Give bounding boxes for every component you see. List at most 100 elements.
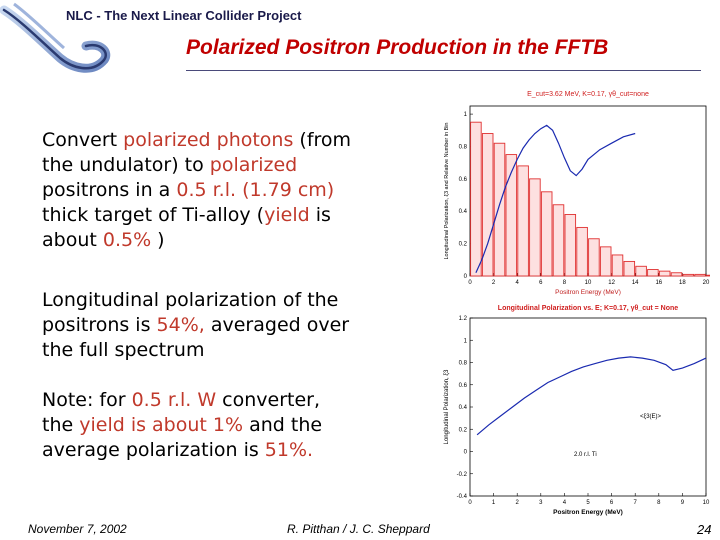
x-tick-label: 0 <box>468 280 472 286</box>
plot2-xlabel: Positron Energy (MeV) <box>553 509 623 516</box>
slide-title: Polarized Positron Production in the FFT… <box>186 36 609 59</box>
text: and the <box>243 414 323 436</box>
y-tick-label: 0.8 <box>459 144 468 150</box>
project-title: NLC - The Next Linear Collider Project <box>66 8 302 23</box>
line: the yield is about 1% and the <box>42 413 322 438</box>
histogram-bar <box>706 274 710 277</box>
paragraph-polarization: Longitudinal polarization of the positro… <box>42 288 349 363</box>
highlight: 0.5 r.l. W <box>131 389 217 411</box>
highlight: yield is about 1% <box>79 414 244 436</box>
x-tick-label: 8 <box>657 500 661 506</box>
text: the undulator) to <box>42 154 210 176</box>
histogram-bar <box>588 238 600 277</box>
x-tick-label: 14 <box>632 280 639 286</box>
y-tick-label: 1.2 <box>459 316 468 322</box>
plot2-title: Longitudinal Polarization vs. E; K=0.17,… <box>498 305 678 312</box>
target-annotation: 2.0 r.l. Ti <box>574 452 597 458</box>
polarization-vs-energy-curve <box>476 356 707 436</box>
text: (from <box>293 129 352 151</box>
histogram-bar <box>694 273 706 277</box>
y-tick-label: 0.2 <box>459 242 468 248</box>
y-tick-label: 1 <box>464 338 468 344</box>
x-tick-label: 9 <box>681 500 685 506</box>
x-tick-label: 5 <box>586 500 590 506</box>
highlight: polarized <box>209 154 298 176</box>
y-tick-label: 1 <box>464 112 468 118</box>
plot1-frame <box>469 105 707 277</box>
text: ) <box>151 229 165 251</box>
x-tick-label: 2 <box>492 280 496 286</box>
x-tick-label: 12 <box>608 280 615 286</box>
spectrum-plot: E_cut=3.62 MeV, K=0.17, γθ_cut=none 0 2 4 6… <box>438 84 710 296</box>
highlight: 54%, <box>156 314 205 336</box>
y-tick-label: -0.4 <box>457 494 468 500</box>
x-tick-label: 6 <box>539 280 543 286</box>
x-tick-label: 20 <box>703 280 710 286</box>
plot2-frame <box>469 317 707 497</box>
x-tick-label: 16 <box>655 280 662 286</box>
y-tick-label: 0.4 <box>459 209 468 215</box>
x-tick-label: 1 <box>492 500 496 506</box>
paragraph-conversion: Convert polarized photons (from the undu… <box>42 128 351 253</box>
text: Note: for <box>42 389 132 411</box>
y-tick-label: 0.4 <box>459 405 468 411</box>
x-tick-label: 0 <box>468 500 472 506</box>
histogram-bar <box>470 121 482 277</box>
line: the full spectrum <box>42 339 205 361</box>
polarization-curve <box>475 124 636 274</box>
plot2-ylabel: Longitudinal Polarization, ξ3 <box>444 369 450 444</box>
line: Longitudinal polarization of the <box>42 289 339 311</box>
footer-date: November 7, 2002 <box>28 522 127 536</box>
x-tick-label: 4 <box>563 500 567 506</box>
histogram-bar <box>576 226 588 277</box>
x-tick-label: 6 <box>610 500 614 506</box>
text: thick target of Ti-alloy ( <box>42 204 265 226</box>
line: the undulator) to polarized <box>42 153 351 178</box>
x-tick-label: 2 <box>516 500 520 506</box>
text: the <box>42 414 80 436</box>
histogram-bar <box>670 272 683 277</box>
line: positrons is 54%, averaged over <box>42 313 349 338</box>
text: is <box>309 204 331 226</box>
text: average polarization is <box>42 439 265 461</box>
histogram-bar <box>623 260 636 277</box>
y-tick-label: 0.6 <box>459 177 468 183</box>
x-tick-label: 10 <box>703 500 710 506</box>
histogram-bar <box>564 214 577 277</box>
x-tick-label: 8 <box>563 280 567 286</box>
plot1-title: E_cut=3.62 MeV, K=0.17, γθ_cut=none <box>527 91 649 98</box>
footer-authors: R. Pitthan / J. C. Sheppard <box>287 522 430 536</box>
histogram-bar <box>493 142 506 277</box>
histogram-bar <box>505 154 518 277</box>
y-tick-label: 0.8 <box>459 361 468 367</box>
text: averaged over <box>204 314 350 336</box>
paragraph-note: Note: for 0.5 r.l. W converter, the yiel… <box>42 388 322 463</box>
text: positrons is <box>42 314 157 336</box>
plot1-xlabel: Positron Energy (MeV) <box>555 289 621 296</box>
avg-polarization-annotation: <ξ3(E)> <box>640 414 662 420</box>
highlight: 0.5 r.l. (1.79 cm) <box>176 179 335 201</box>
histogram-bar <box>658 270 671 277</box>
line: Note: for 0.5 r.l. W converter, <box>42 388 322 413</box>
highlight: yield <box>264 204 310 226</box>
line: thick target of Ti-alloy (yield is <box>42 203 351 228</box>
histogram-bar <box>611 254 624 277</box>
title-divider <box>186 70 701 71</box>
histogram-bar <box>481 133 494 277</box>
line: Convert polarized photons (from <box>42 128 351 153</box>
x-tick-label: 3 <box>539 500 543 506</box>
text: about <box>42 229 103 251</box>
x-tick-label: 10 <box>585 280 592 286</box>
histogram-bar <box>552 204 565 277</box>
text: converter, <box>216 389 320 411</box>
polarization-plot: Longitudinal Polarization vs. E; K=0.17,… <box>438 296 710 518</box>
histogram-bar <box>682 273 695 277</box>
text: Convert <box>42 129 124 151</box>
histogram-bar <box>647 269 659 277</box>
spectrum-plot-svg: E_cut=3.62 MeV, K=0.17, γθ_cut=none 0 2 4 6… <box>444 91 710 296</box>
y-tick-label: 0 <box>464 450 468 456</box>
highlight: polarized photons <box>123 129 294 151</box>
line: average polarization is 51%. <box>42 438 322 463</box>
histogram-bar <box>635 265 647 277</box>
text: positrons in a <box>42 179 177 201</box>
